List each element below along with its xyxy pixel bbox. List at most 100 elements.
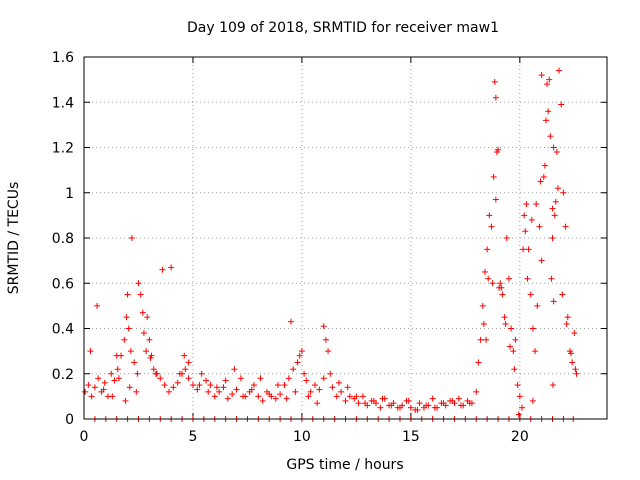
data-point [216, 388, 223, 395]
data-point [455, 395, 462, 402]
data-point [165, 388, 172, 395]
data-point [196, 382, 203, 389]
data-point [285, 375, 292, 382]
data-point [224, 395, 231, 402]
data-point [333, 393, 340, 400]
data-point [91, 384, 98, 391]
data-point [405, 397, 412, 404]
data-point [257, 375, 264, 382]
data-point [176, 370, 183, 377]
y-tick-label: 0.2 [52, 367, 74, 383]
data-point [499, 291, 506, 298]
data-point [473, 388, 480, 395]
data-point [522, 228, 529, 235]
data-point [329, 384, 336, 391]
data-point [250, 382, 257, 389]
chart-title: Day 109 of 2018, SRMTID for receiver maw… [187, 20, 499, 36]
data-point [296, 352, 303, 359]
data-point [553, 149, 560, 156]
data-point [502, 320, 509, 327]
data-point [533, 201, 540, 208]
data-point [205, 388, 212, 395]
data-point [248, 386, 255, 393]
data-point [344, 384, 351, 391]
data-point [131, 359, 138, 366]
data-point [572, 366, 579, 373]
data-point [510, 348, 517, 355]
data-point [560, 189, 567, 196]
data-point [440, 400, 447, 407]
data-point [544, 81, 551, 88]
data-point [233, 386, 240, 393]
data-point [552, 198, 559, 205]
data-point [540, 173, 547, 180]
data-point [541, 162, 548, 169]
data-point [294, 359, 301, 366]
data-point [109, 393, 116, 400]
data-point [549, 235, 556, 241]
data-point [377, 404, 384, 411]
data-point [503, 235, 510, 241]
data-point [514, 382, 521, 389]
x-tick-label: 0 [80, 429, 89, 445]
data-point [554, 185, 561, 192]
data-point [416, 400, 423, 407]
data-point [143, 348, 150, 355]
data-point [211, 393, 218, 400]
data-point [95, 375, 102, 382]
data-point [305, 393, 312, 400]
data-point [314, 400, 321, 407]
data-point [423, 402, 430, 409]
data-point [501, 314, 508, 321]
data-point [281, 382, 288, 389]
ticks: 0 5 10 15 20 0 0.2 0.4 0.6 0.8 1 1.2 1.4 1.6 [52, 50, 607, 445]
data-point [316, 386, 323, 393]
data-point [161, 382, 168, 389]
data-point [144, 314, 151, 321]
data-point [549, 382, 556, 389]
data-point [88, 393, 95, 400]
data-point [134, 370, 141, 377]
data-point [139, 309, 146, 316]
data-point [529, 325, 536, 332]
y-tick-label: 0.8 [52, 231, 74, 247]
data-point [497, 280, 504, 287]
data-point [85, 382, 92, 389]
data-point [496, 284, 503, 291]
data-point [133, 388, 140, 395]
data-point [486, 212, 493, 219]
data-point [259, 397, 266, 404]
data-point [152, 370, 159, 377]
data-point [537, 178, 544, 185]
data-point [274, 382, 281, 389]
data-point [536, 223, 543, 230]
data-point [182, 366, 189, 373]
data-point [481, 268, 488, 275]
data-point [353, 393, 360, 400]
data-point [534, 302, 541, 309]
data-point [198, 370, 205, 377]
data-point [113, 352, 120, 359]
data-point [569, 359, 576, 366]
y-tick-label: 1.2 [52, 141, 74, 157]
data-point [449, 397, 456, 404]
data-point [121, 336, 128, 343]
data-point [483, 336, 490, 343]
x-tick-label: 15 [402, 429, 420, 445]
data-point [128, 235, 135, 241]
data-point [137, 291, 144, 298]
data-point [523, 201, 530, 208]
data-point [220, 384, 227, 391]
grid [84, 57, 607, 419]
data-point [322, 336, 329, 343]
data-point [123, 314, 130, 321]
data-point [122, 397, 129, 404]
data-point [505, 275, 512, 282]
data-point [562, 223, 569, 230]
data-point [159, 266, 166, 273]
data-point [101, 379, 108, 386]
data-point [491, 78, 498, 85]
data-point [519, 404, 526, 411]
y-tick-label: 1 [65, 186, 74, 202]
data-point [558, 101, 565, 108]
